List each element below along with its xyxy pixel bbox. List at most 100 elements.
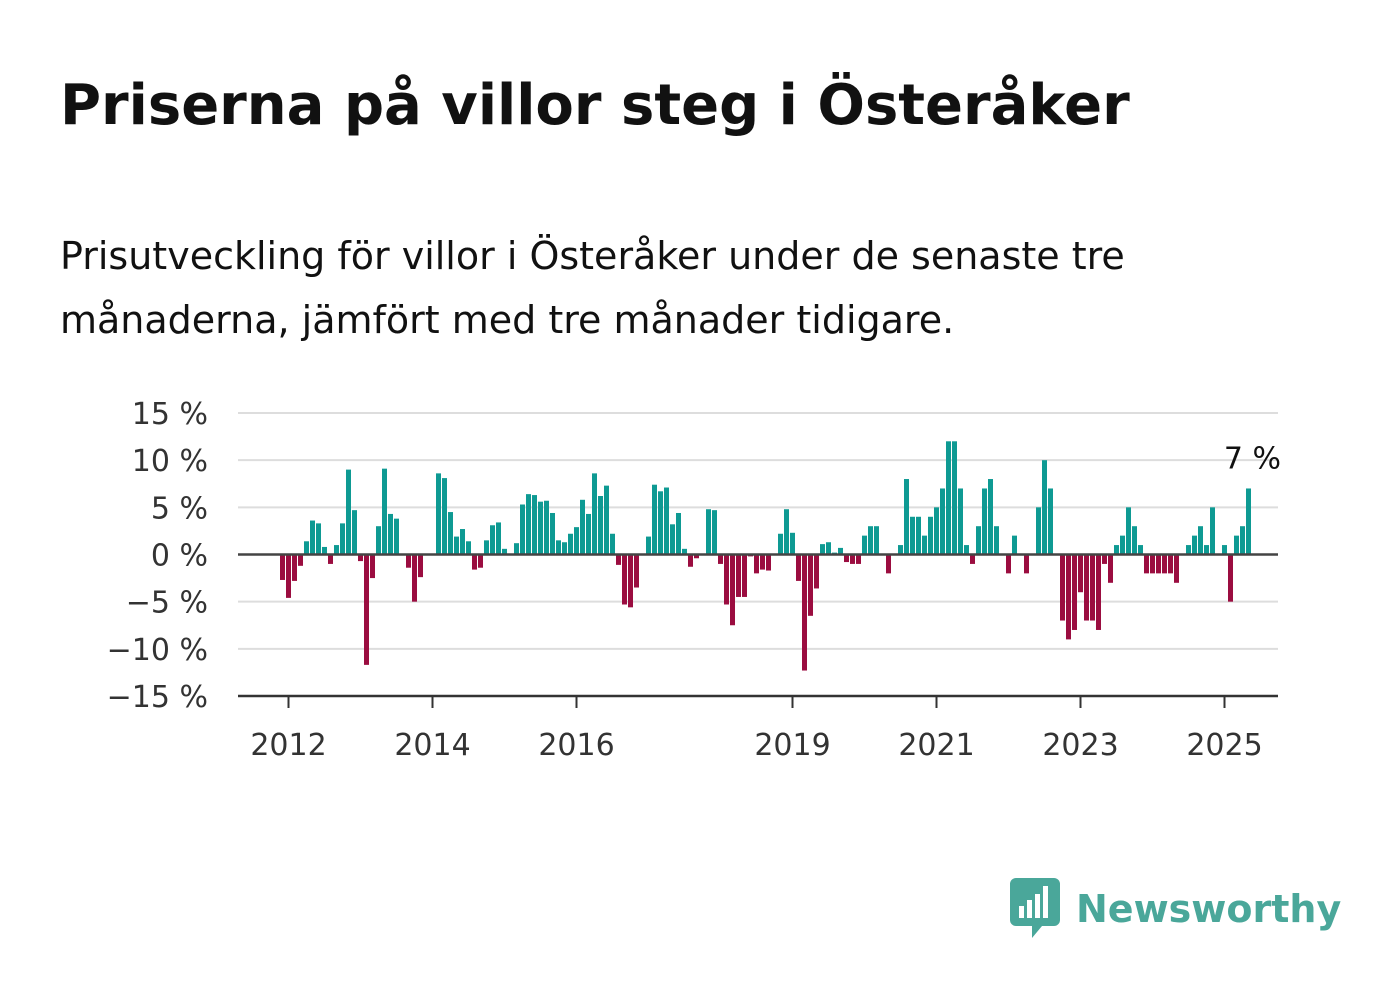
bar (658, 491, 663, 555)
y-tick-label: −10 % (107, 633, 208, 668)
bar (712, 510, 717, 555)
bar (1210, 507, 1215, 555)
bar (886, 554, 891, 574)
bar (742, 554, 747, 597)
bar (916, 516, 921, 555)
bar (562, 542, 567, 555)
bar (1096, 554, 1101, 630)
bar (1078, 554, 1083, 593)
y-tick-label: 0 % (151, 539, 208, 574)
bar (1198, 526, 1203, 555)
bar-chart: 15 %10 %5 %0 %−5 %−10 %−15 % 2012 2014 201… (107, 397, 1281, 763)
bar (970, 554, 975, 564)
bar (634, 554, 639, 588)
bar (370, 554, 375, 579)
bar (526, 494, 531, 555)
bar (1192, 535, 1197, 555)
bar (754, 554, 759, 574)
bar (340, 523, 345, 555)
bar (958, 488, 963, 555)
bar (808, 554, 813, 616)
bar (850, 554, 855, 564)
y-tick-label: 10 % (132, 444, 208, 479)
bar (460, 529, 465, 555)
bar (1114, 545, 1119, 555)
bar (598, 496, 603, 555)
y-tick-label: 5 % (151, 491, 208, 526)
x-tick-label: 2021 (898, 728, 974, 763)
bar (1228, 554, 1233, 602)
bar (1024, 554, 1029, 574)
bar (988, 479, 993, 555)
bar (994, 526, 999, 555)
bar (334, 545, 339, 555)
x-tick-label: 2016 (538, 728, 614, 763)
bar (802, 554, 807, 671)
bar (346, 469, 351, 555)
y-tick-label: 15 % (132, 397, 208, 432)
bar (388, 513, 393, 555)
bar (1234, 535, 1239, 555)
x-tick-label: 2019 (754, 728, 830, 763)
bar (298, 554, 303, 566)
bar (838, 547, 843, 555)
bar (724, 554, 729, 605)
bar (670, 524, 675, 555)
bar (532, 495, 537, 555)
bar (466, 541, 471, 555)
y-tick-label: −15 % (107, 680, 208, 715)
bar (622, 554, 627, 605)
bar (358, 554, 363, 562)
bar (730, 554, 735, 626)
bar (694, 554, 699, 559)
bar (610, 533, 615, 555)
bar (814, 554, 819, 589)
bar (280, 554, 285, 580)
bar (1084, 554, 1089, 621)
bar (1150, 554, 1155, 574)
x-tick-label: 2025 (1186, 728, 1262, 763)
bar (778, 533, 783, 555)
newsworthy-logo: Newsworthy (1010, 878, 1341, 940)
x-axis-labels: 2012 2014 2016 2019 2021 2023 2025 (250, 728, 1262, 763)
bar (382, 468, 387, 555)
bar (550, 512, 555, 555)
bar (418, 554, 423, 578)
bar (1138, 545, 1143, 555)
bar (1174, 554, 1179, 583)
bar (904, 479, 909, 555)
bar (292, 554, 297, 581)
bar (1132, 526, 1137, 555)
bar (472, 554, 477, 570)
bar (520, 504, 525, 555)
bar (412, 554, 417, 602)
bar (790, 532, 795, 555)
bar (826, 542, 831, 555)
bar (760, 554, 765, 570)
bar (934, 507, 939, 555)
bar (856, 554, 861, 564)
bar (436, 473, 441, 555)
bars (280, 441, 1251, 671)
bar (1168, 554, 1173, 574)
bar (442, 478, 447, 555)
brand-name: Newsworthy (1076, 887, 1342, 931)
bar (736, 554, 741, 597)
bar (406, 554, 411, 568)
bar (664, 487, 669, 555)
bar (1036, 507, 1041, 555)
bar (952, 441, 957, 555)
x-tick-label: 2023 (1042, 728, 1118, 763)
bar (1066, 554, 1071, 640)
bar (328, 554, 333, 564)
x-tick-label: 2014 (394, 728, 470, 763)
bar (394, 518, 399, 555)
bar (1162, 554, 1167, 574)
bar (604, 485, 609, 555)
bar (628, 554, 633, 608)
bar (538, 501, 543, 555)
bar (928, 516, 933, 555)
y-tick-label: −5 % (126, 586, 208, 621)
bar (364, 554, 369, 665)
bar (556, 540, 561, 555)
